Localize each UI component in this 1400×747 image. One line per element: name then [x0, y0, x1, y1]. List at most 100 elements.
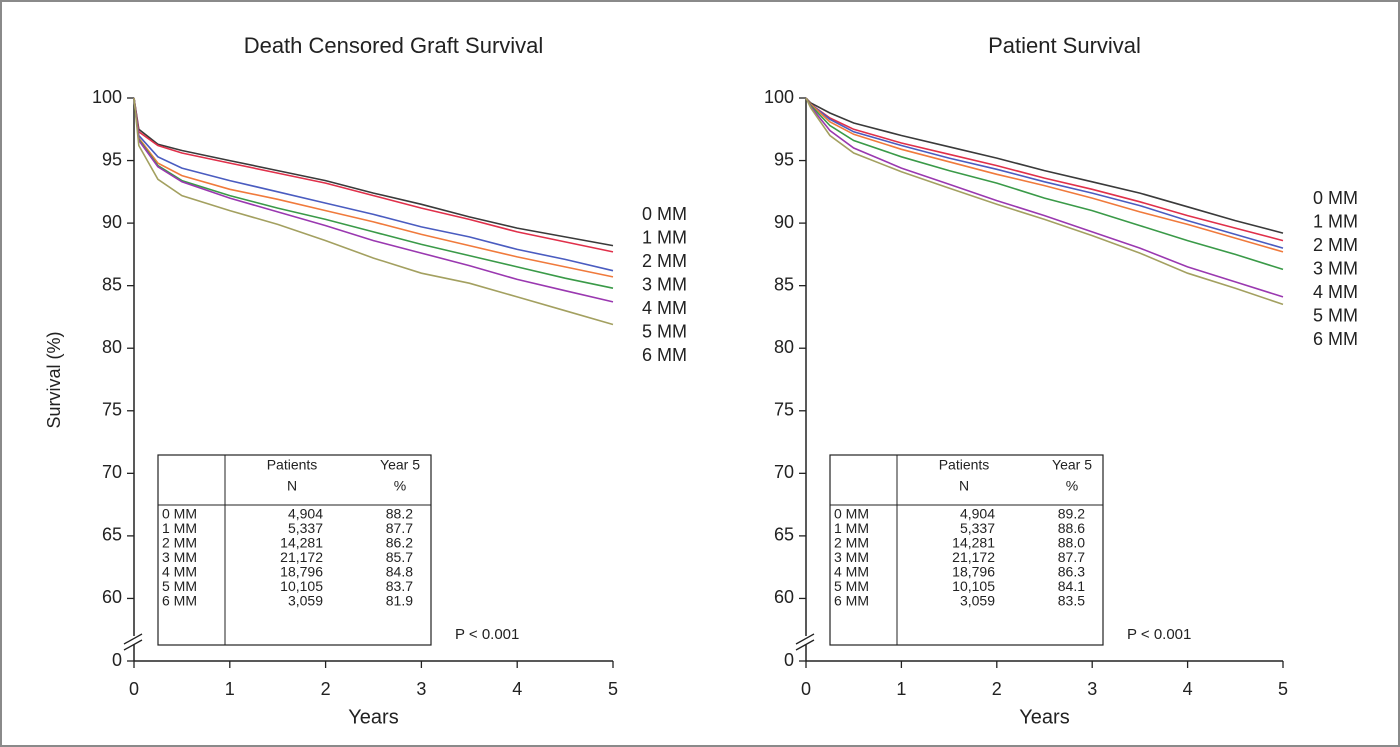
table-header: %: [1066, 478, 1078, 494]
table-cell: 0 MM: [834, 506, 869, 522]
legend-label: 1 MM: [642, 227, 687, 247]
table-cell: 6 MM: [162, 593, 197, 609]
survival-line: [805, 97, 1284, 242]
x-axis-label: Years: [1019, 706, 1069, 728]
table-cell: 88.0: [1058, 535, 1085, 551]
table-cell: 3,059: [960, 593, 995, 609]
x-tick-label: 4: [512, 679, 522, 699]
x-tick-label: 1: [896, 679, 906, 699]
y-tick-label: 70: [102, 462, 122, 482]
table-cell: 88.2: [386, 506, 413, 522]
table-cell: 4 MM: [834, 564, 869, 580]
table-header: %: [394, 478, 406, 494]
legend-label: 5 MM: [1313, 305, 1358, 325]
table-cell: 5,337: [288, 520, 323, 536]
table-cell: 4,904: [960, 506, 995, 522]
table-cell: 3 MM: [162, 549, 197, 565]
axis-break: [795, 633, 815, 645]
y-tick-label: 100: [92, 87, 122, 107]
table-header: Patients: [267, 457, 318, 473]
x-tick-label: 4: [1183, 679, 1193, 699]
table-cell: 5,337: [960, 520, 995, 536]
table-cell: 86.2: [386, 535, 413, 551]
table-cell: 5 MM: [162, 578, 197, 594]
chart-title: Patient Survival: [988, 33, 1141, 58]
p-value: P < 0.001: [1127, 626, 1191, 643]
x-axis-label: Years: [348, 706, 398, 728]
legend-label: 6 MM: [642, 345, 687, 365]
survival-line: [805, 97, 1284, 306]
table-cell: 2 MM: [834, 535, 869, 551]
table-cell: 83.7: [386, 578, 413, 594]
y-axis-label: Survival (%): [44, 331, 64, 428]
survival-line: [805, 97, 1284, 298]
y-tick-label: 80: [774, 337, 794, 357]
y-tick-label: 80: [102, 337, 122, 357]
table-box: [829, 454, 1104, 646]
y-tick-label: 90: [774, 212, 794, 232]
table-cell: 86.3: [1058, 564, 1085, 580]
y-tick-label: 65: [774, 525, 794, 545]
table-header: Patients: [939, 457, 990, 473]
survival-line: [133, 97, 614, 303]
legend-label: 2 MM: [642, 251, 687, 271]
table-header: N: [959, 478, 969, 494]
x-tick-label: 0: [129, 679, 139, 699]
axis-break: [123, 633, 143, 645]
axis-break-gap: [124, 636, 144, 644]
legend-label: 0 MM: [1313, 188, 1358, 208]
table-header: N: [287, 478, 297, 494]
table-cell: 14,281: [952, 535, 995, 551]
survival-line: [805, 97, 1284, 253]
y-tick-label: 90: [102, 212, 122, 232]
y-tick-label: 95: [102, 149, 122, 169]
x-tick-label: 2: [992, 679, 1002, 699]
legend-label: 4 MM: [642, 298, 687, 318]
table-cell: 14,281: [280, 535, 323, 551]
table-cell: 3,059: [288, 593, 323, 609]
table-cell: 18,796: [280, 564, 323, 580]
table-cell: 87.7: [386, 520, 413, 536]
survival-line: [133, 97, 614, 247]
y-tick-label: 95: [774, 149, 794, 169]
table-cell: 1 MM: [162, 520, 197, 536]
survival-line: [133, 97, 614, 253]
x-tick-label: 5: [1278, 679, 1288, 699]
table-cell: 5 MM: [834, 578, 869, 594]
table-cell: 89.2: [1058, 506, 1085, 522]
axis-break: [795, 639, 815, 651]
y-tick-label: 85: [102, 274, 122, 294]
y-tick-label: 65: [102, 525, 122, 545]
table-cell: 4,904: [288, 506, 323, 522]
table-cell: 10,105: [952, 578, 995, 594]
y-tick-label: 60: [774, 587, 794, 607]
table-cell: 2 MM: [162, 535, 197, 551]
table-box: [157, 454, 432, 646]
legend-label: 4 MM: [1313, 282, 1358, 302]
table-cell: 21,172: [952, 549, 995, 565]
x-tick-label: 2: [321, 679, 331, 699]
table-cell: 21,172: [280, 549, 323, 565]
table-header: Year 5: [1052, 457, 1092, 473]
survival-line: [805, 97, 1284, 234]
survival-line: [133, 97, 614, 272]
table-cell: 85.7: [386, 549, 413, 565]
legend-label: 2 MM: [1313, 235, 1358, 255]
chart-title: Death Censored Graft Survival: [244, 33, 544, 58]
table-header: Year 5: [380, 457, 420, 473]
survival-line: [805, 97, 1284, 249]
axis-break-gap: [796, 636, 816, 644]
x-tick-label: 0: [801, 679, 811, 699]
y-tick-label: 85: [774, 274, 794, 294]
table-cell: 84.1: [1058, 578, 1085, 594]
table-cell: 84.8: [386, 564, 413, 580]
x-tick-label: 1: [225, 679, 235, 699]
y-tick-label: 0: [784, 650, 794, 670]
x-tick-label: 5: [608, 679, 618, 699]
y-tick-label: 60: [102, 587, 122, 607]
legend-label: 6 MM: [1313, 329, 1358, 349]
axis-break: [123, 639, 143, 651]
legend-label: 5 MM: [642, 321, 687, 341]
survival-line: [805, 97, 1284, 271]
